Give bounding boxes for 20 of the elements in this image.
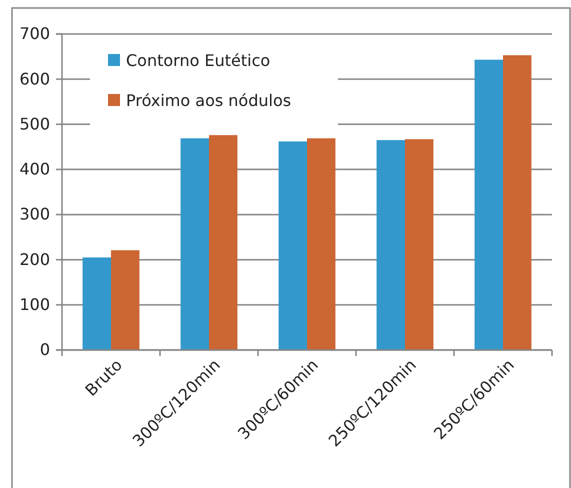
y-tick-label: 200 — [19, 250, 50, 269]
y-tick-label: 400 — [19, 160, 50, 179]
y-tick-label: 500 — [19, 114, 50, 134]
bar — [209, 135, 238, 350]
legend-label: Próximo aos nódulos — [126, 91, 292, 110]
y-tick-label: 0 — [40, 340, 50, 360]
y-tick-label: 300 — [19, 204, 50, 224]
y-tick-label: 100 — [19, 294, 50, 314]
bar — [503, 55, 532, 350]
bar — [376, 140, 405, 350]
bar — [82, 257, 111, 350]
bar — [180, 138, 209, 350]
bar — [405, 139, 434, 350]
y-tick-label: 600 — [19, 69, 50, 88]
bar — [278, 141, 307, 350]
bar — [307, 138, 336, 350]
legend-label: Contorno Eutético — [126, 51, 270, 70]
y-tick-label: 700 — [19, 24, 50, 44]
bar — [111, 250, 140, 350]
bar — [474, 60, 503, 350]
